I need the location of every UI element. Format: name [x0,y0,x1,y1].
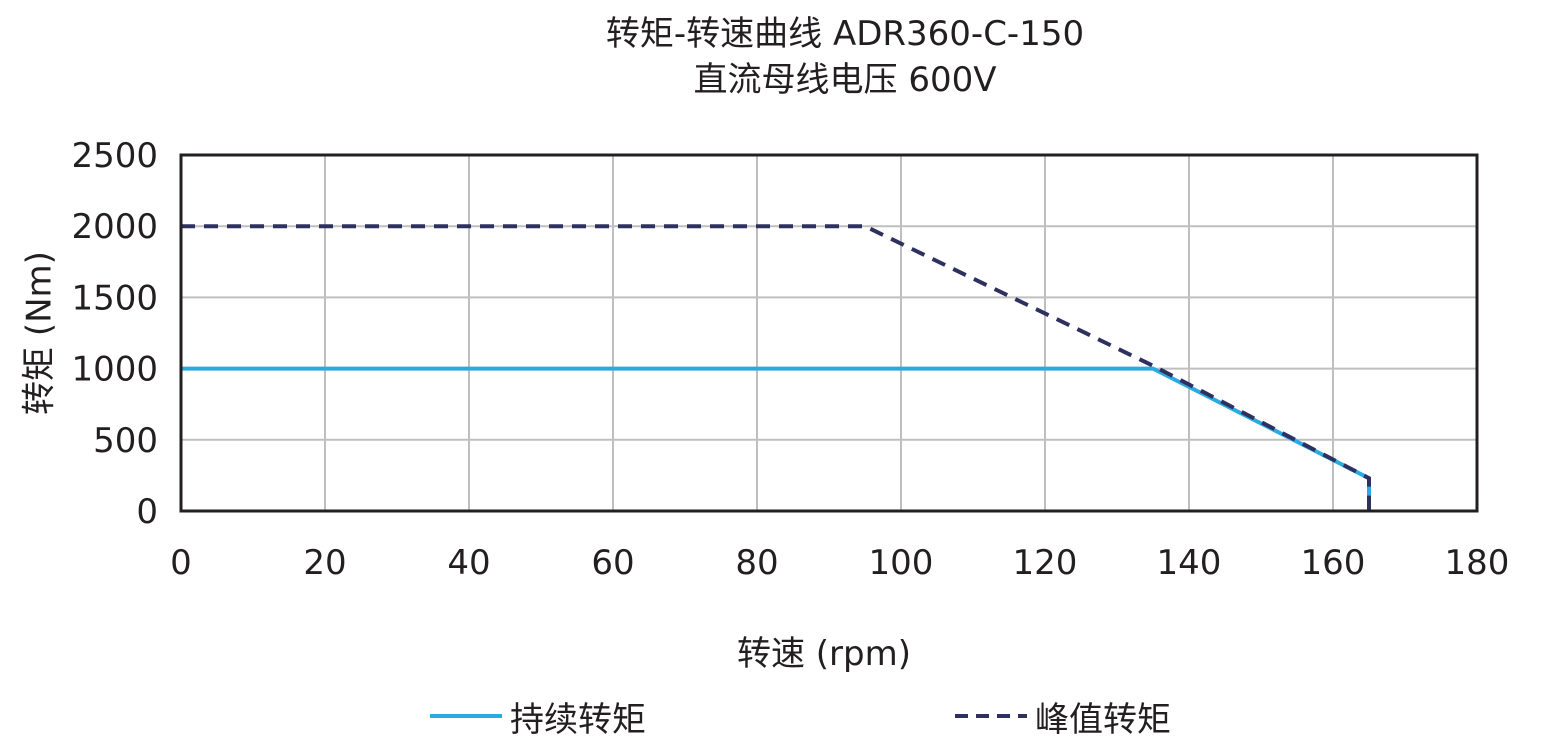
legend-line-solid-icon [430,714,502,718]
y-tick-label: 2500 [71,136,158,176]
tick-layer: 0 20 40 60 80 100 120 140 160 180 0 500 1000 1500 2000… [71,136,1509,583]
legend-line-dashed-icon [955,714,1027,718]
plot-frame [179,153,1479,513]
grid-layer [180,154,1478,512]
legend-label: 持续转矩 [510,699,646,740]
legend-item-peak-torque: 峰值转矩 [955,694,1171,740]
x-tick-label: 160 [1301,543,1366,583]
y-tick-label: 1500 [71,278,158,318]
x-tick-label: 20 [303,543,346,583]
x-tick-label: 80 [735,543,778,583]
y-tick-label: 2000 [71,207,158,247]
y-tick-label: 0 [136,492,158,532]
chart-title: 转矩-转速曲线 ADR360-C-150 [605,14,1085,54]
x-axis-label: 转速 (rpm) [736,634,912,674]
y-axis-label: 转矩 (Nm) [19,251,60,415]
x-tick-label: 120 [1013,543,1078,583]
x-tick-label: 60 [591,543,634,583]
chart-subtitle: 直流母线电压 600V [693,60,997,100]
series-line-continuous-torque [181,366,1371,511]
x-tick-label: 40 [447,543,490,583]
x-tick-label: 100 [869,543,934,583]
y-tick-label: 500 [93,421,158,461]
x-tick-label: 180 [1445,543,1510,583]
legend-item-continuous-torque: 持续转矩 [430,694,646,740]
x-tick-label: 140 [1157,543,1222,583]
x-tick-label: 0 [170,543,192,583]
y-tick-label: 1000 [71,350,158,390]
legend-label: 峰值转矩 [1035,699,1171,740]
series-layer [181,224,1371,511]
